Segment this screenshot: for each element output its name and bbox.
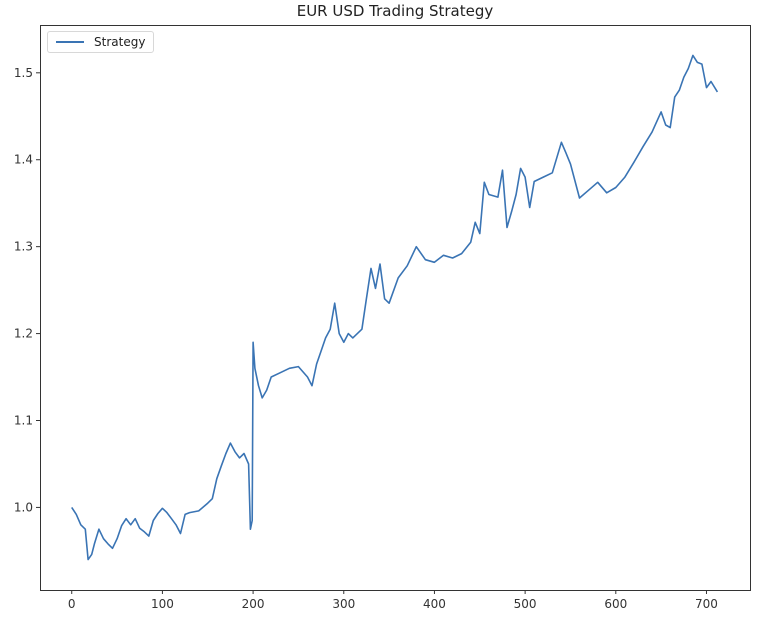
chart-title: EUR USD Trading Strategy (296, 2, 494, 20)
y-tick-label: 1.5 (14, 66, 33, 80)
x-tick-label: 700 (695, 597, 718, 611)
legend-line-swatch-icon (56, 41, 84, 43)
y-tick-label: 1.2 (14, 327, 33, 341)
y-tick-label: 1.3 (14, 240, 33, 254)
y-tick-label: 1.1 (14, 414, 33, 428)
y-tick-label: 1.0 (14, 500, 33, 514)
x-tick-label: 400 (423, 597, 446, 611)
axes-frame (40, 25, 751, 591)
legend: Strategy (47, 31, 155, 53)
x-axis: 0 100 200 300 400 500 600 700 (68, 590, 718, 611)
x-tick-label: 600 (604, 597, 627, 611)
legend-label: Strategy (94, 35, 146, 49)
y-axis: 1.0 1.1 1.2 1.3 1.4 1.5 (14, 66, 40, 514)
x-tick-label: 300 (332, 597, 355, 611)
x-tick-label: 100 (151, 597, 174, 611)
x-tick-label: 0 (68, 597, 76, 611)
y-tick-label: 1.4 (14, 153, 33, 167)
x-tick-label: 200 (242, 597, 265, 611)
x-tick-label: 500 (514, 597, 537, 611)
series-strategy (71, 54, 719, 561)
series-line (71, 54, 719, 561)
